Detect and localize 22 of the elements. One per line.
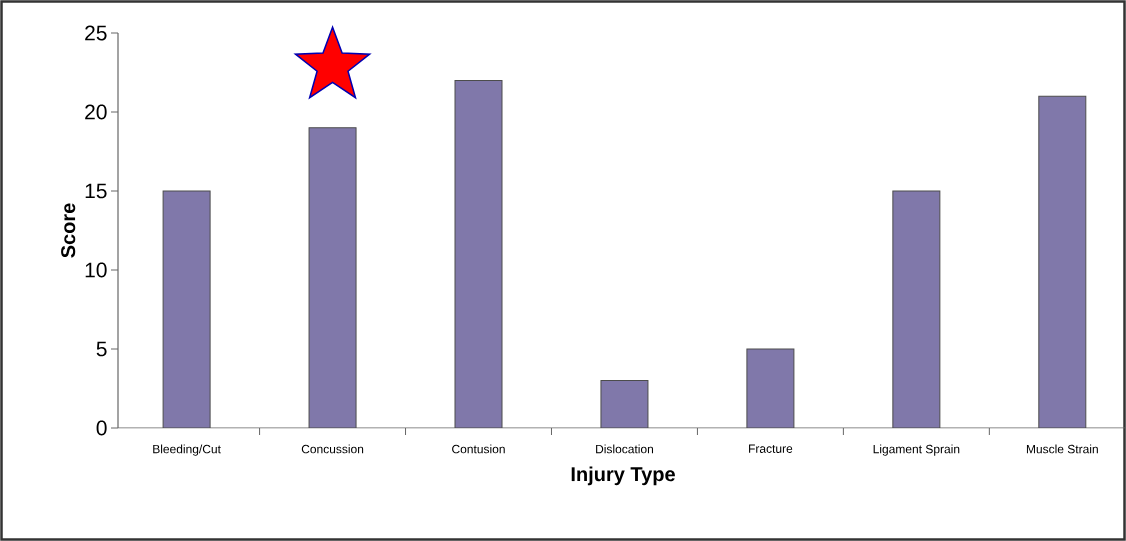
y-tick-label: 25 — [85, 25, 107, 41]
x-axis-title: Injury Type — [571, 466, 675, 486]
x-tick-label: Fracture — [749, 444, 793, 453]
x-tick-label: Dislocation — [596, 444, 654, 454]
bar — [454, 79, 503, 428]
bar — [746, 348, 795, 428]
y-tick-label: 10 — [85, 262, 107, 278]
x-tick-label: Bleeding/Cut — [153, 444, 221, 456]
y-tick-label: 0 — [96, 420, 107, 436]
x-tick-label: Concussion — [301, 444, 364, 454]
y-tick-label: 20 — [85, 104, 107, 120]
bar — [892, 190, 941, 428]
bar — [1038, 95, 1087, 428]
x-tick-label: Muscle Strain — [1026, 444, 1098, 454]
x-tick-label: Contusion — [452, 444, 505, 454]
y-tick-label: 5 — [96, 341, 107, 357]
x-tick-label: Ligament Sprain — [873, 444, 960, 456]
bar — [308, 127, 357, 428]
bar — [600, 380, 649, 428]
bar — [162, 190, 211, 428]
y-tick-label: 15 — [85, 183, 107, 199]
y-axis-title: Score — [61, 203, 76, 258]
